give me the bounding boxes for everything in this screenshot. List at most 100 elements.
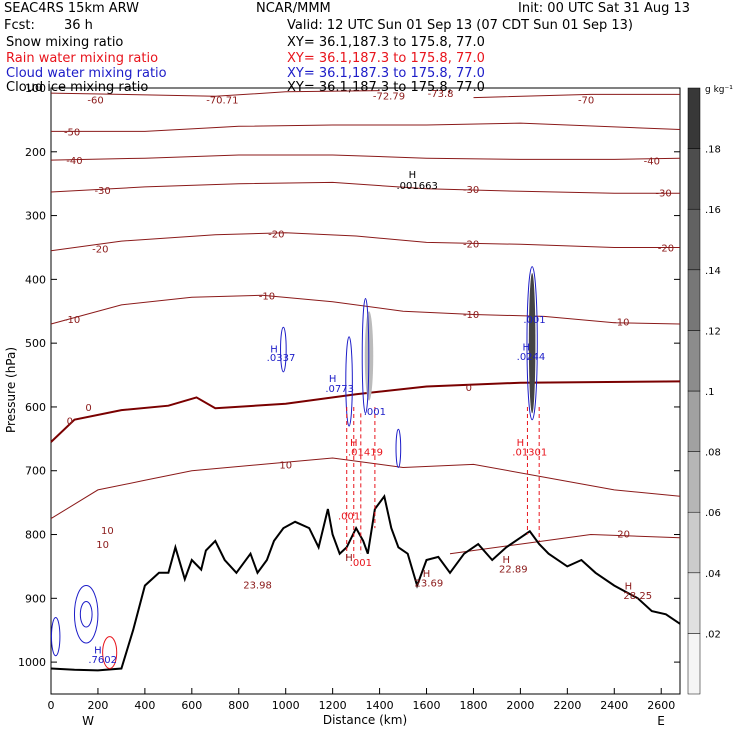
x-tick-label-5: 1000: [272, 699, 300, 712]
temperature-label-24: 10: [96, 540, 109, 551]
temperature-label-13: -20: [463, 240, 479, 251]
axes: 0 200 400 600 800 1000 1200 1400 1600 1800 2000 220…: [18, 82, 680, 712]
x-tick-label-12: 2400: [600, 699, 628, 712]
temperature-label-18: -10: [613, 317, 629, 328]
forecast-hour: 36 h: [64, 18, 93, 33]
org-label: NCAR/MMM: [256, 1, 331, 16]
plot-frame: [50, 87, 681, 695]
point-label-8: .001: [523, 315, 545, 326]
colorbar: .02 .04 .06 .08 .1 .12 .14 .16 .18: [687, 87, 721, 695]
init-time: Init: 00 UTC Sat 31 Aug 13: [518, 1, 691, 16]
rain-lowland: [102, 636, 118, 669]
temperature-label-23: 10: [101, 526, 114, 537]
colorbar-band-9: [687, 87, 701, 149]
colorbar-tick-1: .04: [705, 569, 721, 580]
point-label-2: H: [329, 374, 337, 385]
x-tick-label-10: 2000: [506, 699, 534, 712]
point-label-0: H: [409, 170, 417, 181]
y-axis-label: Pressure (hPa): [4, 347, 18, 433]
point-label-19: 23.69: [415, 578, 444, 589]
colorbar-tick-5: .12: [705, 326, 721, 337]
point-label-4: H: [270, 344, 278, 355]
point-label-15: .001: [350, 558, 372, 569]
temperature-label-3: -73.8: [428, 89, 454, 100]
temperature-label-17: -10: [463, 310, 479, 321]
colorbar-band-0: [687, 633, 701, 695]
temperature-label-9: -30: [463, 185, 479, 196]
colorbar-band-4: [687, 390, 701, 452]
x-tick-label-11: 2200: [553, 699, 581, 712]
temperature-label-4: -70: [578, 95, 594, 106]
x-tick-label-0: 0: [48, 699, 55, 712]
y-tick-label-0: 100: [25, 82, 46, 95]
temperature-contour-9: [449, 533, 681, 555]
y-tick-label-3: 400: [25, 273, 46, 286]
point-label-24: H: [94, 645, 102, 656]
point-label-18: H: [423, 569, 431, 580]
colorbar-band-6: [687, 269, 701, 331]
colorbar-band-3: [687, 451, 701, 513]
point-label-23: 28.25: [623, 591, 652, 602]
colorbar-band-1: [687, 572, 701, 634]
valid-time: Valid: 12 UTC Sun 01 Sep 13 (07 CDT Sun …: [287, 18, 633, 33]
temperature-label-21: 0: [466, 383, 472, 394]
point-label-3: .0773: [325, 384, 354, 395]
field-xy-cloud-water: XY= 36.1,187.3 to 175.8, 77.0: [287, 66, 485, 81]
temperature-contour-0: [473, 93, 680, 99]
cloud-water-lowland-a: [73, 585, 99, 644]
cloud-water-central-b: [345, 336, 353, 427]
temperature-label-19: 0: [67, 416, 73, 427]
point-label-7: .0244: [517, 352, 546, 363]
temperature-label-10: -30: [655, 189, 671, 200]
y-tick-label-8: 900: [25, 592, 46, 605]
terrain-layer: [50, 493, 681, 672]
point-label-10: H: [350, 438, 358, 449]
colorbar-band-2: [687, 511, 701, 574]
y-tick-label-9: 1000: [18, 656, 46, 669]
hydrometeor-layer: [50, 266, 540, 669]
colorbar-unit: g kg⁻¹: [705, 85, 733, 95]
field-name-rain: Rain water mixing ratio: [6, 51, 159, 66]
cloud-water-edge: [50, 616, 61, 657]
point-label-1: .001663: [396, 181, 437, 192]
x-tick-label-2: 400: [134, 699, 155, 712]
y-tick-label-1: 200: [25, 146, 46, 159]
ice-core-east: [528, 272, 536, 414]
terrain-line: [50, 493, 681, 672]
y-tick-label-7: 800: [25, 529, 46, 542]
temperature-label-25: 20: [617, 529, 630, 540]
x-axis-east-label: E: [657, 714, 665, 728]
temperature-label-22: 10: [279, 460, 292, 471]
temperature-contour-5: [50, 232, 680, 252]
cloud-water-central-a: [361, 298, 370, 414]
y-tick-label-6: 700: [25, 465, 46, 478]
x-tick-label-1: 200: [87, 699, 108, 712]
x-axis-label: Distance (km): [323, 713, 407, 727]
temperature-label-20: 0: [85, 403, 91, 414]
colorbar-tick-7: .16: [705, 205, 721, 216]
y-tick-label-2: 300: [25, 210, 46, 223]
temperature-label-14: -20: [658, 243, 674, 254]
x-tick-label-8: 1600: [413, 699, 441, 712]
x-axis-west-label: W: [82, 714, 94, 728]
point-label-11: .01419: [348, 448, 383, 459]
point-label-14: .001: [338, 511, 360, 522]
temperature-label-12: -20: [268, 229, 284, 240]
point-label-21: 22.89: [499, 564, 528, 575]
contour-labels: -60 -70.71 -72.79 -73.8 -70 -50 -40 -40 -30 -30 -3…: [64, 89, 674, 666]
x-tick-label-13: 2600: [647, 699, 675, 712]
point-label-17: 23.98: [243, 580, 272, 591]
colorbar-tick-4: .1: [705, 387, 715, 398]
temperature-label-8: -30: [94, 186, 110, 197]
temperature-label-0: -60: [87, 95, 103, 106]
temperature-contour-2: [51, 122, 681, 132]
field-xy-rain: XY= 36.1,187.3 to 175.8, 77.0: [287, 51, 485, 66]
point-label-13: .01301: [512, 448, 547, 459]
point-label-25: .7602: [88, 655, 117, 666]
field-xy-snow: XY= 36.1,187.3 to 175.8, 77.0: [287, 35, 485, 50]
colorbar-tick-3: .08: [705, 448, 721, 459]
point-label-22: H: [625, 582, 633, 593]
temperature-contour-1: [50, 90, 380, 97]
temperature-label-5: -50: [64, 127, 80, 138]
